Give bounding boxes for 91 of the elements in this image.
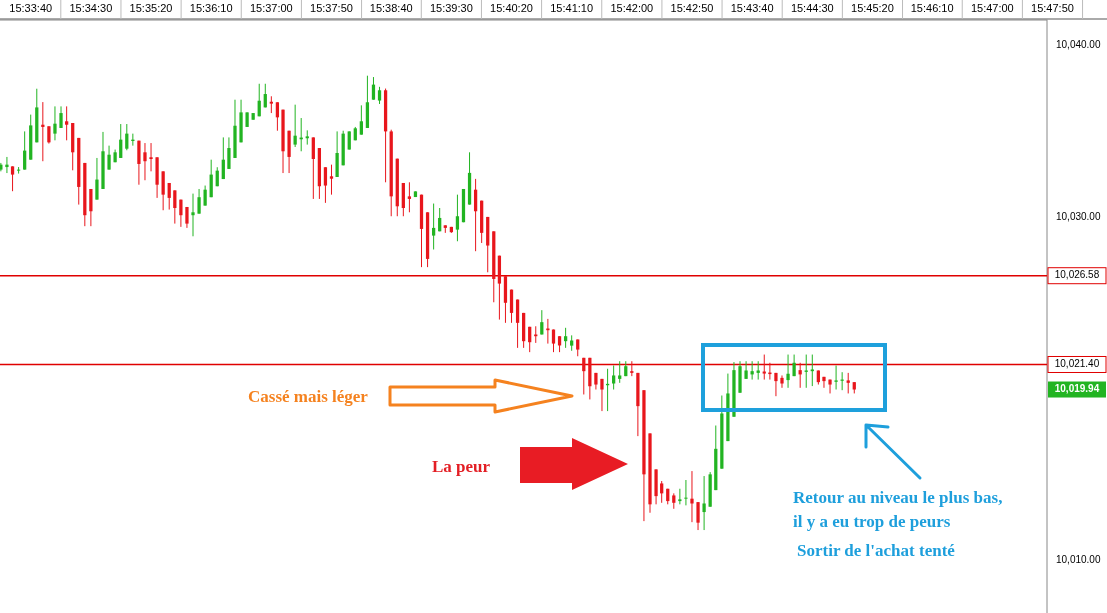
candlestick <box>59 105 63 129</box>
x-tick-label: 15:44:30 <box>790 2 834 14</box>
candlestick <box>563 327 568 349</box>
candlestick <box>612 365 616 391</box>
x-tick-label: 15:42:50 <box>670 2 714 14</box>
candlestick <box>455 194 460 242</box>
x-tick-label: 15:39:30 <box>429 2 473 14</box>
x-tick-label: 15:47:00 <box>970 2 1014 14</box>
candlestick <box>221 136 225 180</box>
candlestick <box>10 165 15 192</box>
candlestick <box>804 354 808 389</box>
candlestick <box>293 104 297 148</box>
candlestick <box>834 365 838 391</box>
candlestick <box>359 104 363 136</box>
candlestick <box>780 374 784 389</box>
candlestick <box>305 129 309 146</box>
candlestick <box>119 123 123 159</box>
candlestick <box>810 354 814 387</box>
x-tick-label: 15:42:00 <box>610 2 654 14</box>
candlestick <box>822 376 826 389</box>
candlestick <box>191 193 195 237</box>
candlestick <box>828 379 832 394</box>
candlestick <box>540 309 544 335</box>
ref-line-label: 10,026.58 <box>1054 269 1100 281</box>
candlestick <box>347 130 351 151</box>
candlestick <box>846 372 850 394</box>
candlestick <box>744 360 748 380</box>
candlestick <box>23 130 27 171</box>
candlestick <box>143 142 147 181</box>
candlestick <box>756 360 760 381</box>
candlestick <box>509 289 514 324</box>
candlestick <box>275 101 280 132</box>
candlestick <box>95 157 99 201</box>
candlestick <box>107 145 111 171</box>
y-tick-label: 10,040.00 <box>1056 39 1101 51</box>
candlestick <box>684 479 688 506</box>
annotation: Retour au niveau le plus bas, <box>793 488 1003 507</box>
candlestick <box>696 501 700 531</box>
candlestick <box>65 105 69 141</box>
annotation: Cassé mais léger <box>248 387 369 406</box>
candlestick <box>161 170 165 211</box>
candlestick <box>407 181 412 213</box>
x-tick-label: 15:47:50 <box>1031 2 1074 14</box>
candlestick <box>89 188 93 227</box>
x-tick-label: 15:38:40 <box>369 2 413 14</box>
x-tick-label: 15:43:40 <box>730 2 774 14</box>
x-tick-label: 15:45:20 <box>851 2 894 14</box>
candlestick <box>600 378 604 412</box>
candlestick <box>329 164 334 196</box>
candlestick <box>618 360 622 384</box>
annotation: il y a eu trop de peurs <box>793 512 951 531</box>
candlestick <box>335 130 339 178</box>
candlestick <box>179 199 183 228</box>
ref-line-label: 10,021.40 <box>1054 358 1100 370</box>
x-tick-label: 15:40:20 <box>490 2 533 14</box>
x-tick-label: 15:34:30 <box>69 2 113 14</box>
annotation: La peur <box>432 457 491 476</box>
candlestick <box>515 299 520 349</box>
candlestick <box>149 142 153 172</box>
candlestick <box>167 182 171 211</box>
candlestick <box>528 326 532 353</box>
candlestick <box>197 188 201 215</box>
x-tick-label: 15:37:50 <box>310 2 353 14</box>
y-tick-label: 10,010.00 <box>1056 553 1101 565</box>
candlestick <box>431 203 436 250</box>
candlestick <box>690 470 694 523</box>
candlestick <box>323 166 328 204</box>
candlestick <box>473 178 478 252</box>
x-tick-label: 15:36:10 <box>189 2 233 14</box>
candlestick <box>786 354 790 389</box>
candlestick <box>311 136 315 200</box>
x-tick-label: 15:35:20 <box>129 2 173 14</box>
candlestick <box>678 488 682 505</box>
x-tick-label: 15:33:40 <box>9 2 53 14</box>
annotation: Sortir de l'achat tenté <box>797 541 956 560</box>
x-tick-label: 15:46:10 <box>910 2 954 14</box>
candlestick <box>125 123 129 151</box>
candlestick <box>203 185 207 207</box>
candlestick <box>702 475 706 531</box>
candlestick <box>5 156 9 174</box>
candlestick <box>546 318 550 345</box>
candlestick <box>227 136 231 170</box>
y-tick-label: 10,030.00 <box>1056 210 1101 222</box>
candlestick <box>660 480 664 504</box>
candlestick <box>173 189 177 225</box>
candlestick <box>371 76 376 101</box>
candlestick <box>53 105 57 141</box>
x-tick-label: 15:37:00 <box>249 2 293 14</box>
candlestick <box>137 140 141 186</box>
annotation: 10,019.94 <box>1054 383 1100 395</box>
x-tick-label: 15:41:10 <box>550 2 594 14</box>
